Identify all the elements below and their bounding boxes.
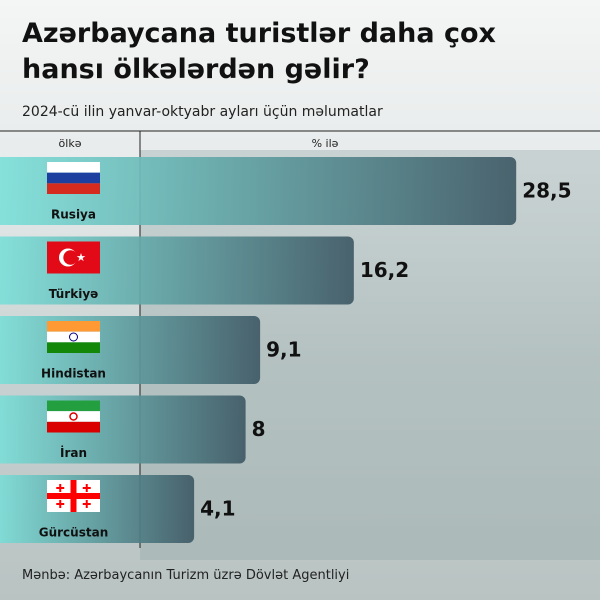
chart-subtitle: 2024-cü ilin yanvar-oktyabr ayları üçün … (22, 104, 383, 120)
flag-small-cross (82, 487, 91, 489)
flag-small-cross (82, 503, 91, 505)
value-label: 28,5 (522, 179, 571, 203)
category-label: Türkiyə (49, 287, 99, 301)
flag (47, 321, 100, 353)
category-label: Rusiya (51, 208, 96, 222)
value-header: % ilə (312, 137, 339, 150)
value-label: 16,2 (360, 258, 409, 282)
bar (0, 157, 517, 225)
source-note: Mənbə: Azərbaycanın Turizm üzrə Dövlət A… (22, 568, 350, 583)
flag-stripe (47, 183, 100, 194)
flag (47, 480, 100, 512)
chart-title: Azərbaycana turistlər daha çox hansı ölk… (22, 18, 496, 85)
bar (0, 395, 246, 464)
flag-stripe (47, 321, 100, 332)
flag-small-cross (56, 487, 65, 489)
flag-stripe (47, 421, 100, 433)
flag-stripe (47, 162, 100, 173)
flag-stripe (47, 342, 100, 353)
flag-stripe (47, 400, 100, 412)
flag (47, 162, 100, 194)
bar (0, 316, 261, 384)
flag-chakra (69, 332, 78, 342)
flag-cross (47, 493, 100, 499)
flag-stripe (47, 331, 100, 343)
category-label: Gürcüstan (39, 526, 109, 540)
flag-stripe (47, 411, 100, 422)
flag (47, 241, 100, 274)
flag-star (76, 253, 86, 262)
category-label: İran (60, 445, 87, 460)
category-header: ölkə (59, 137, 82, 150)
value-label: 8 (252, 417, 266, 441)
flag-crescent-cut (63, 250, 78, 265)
flag-small-cross (56, 503, 65, 505)
value-label: 4,1 (200, 497, 235, 521)
flag-emblem (69, 412, 78, 421)
flag-stripe (47, 172, 100, 184)
value-label: 9,1 (266, 338, 301, 362)
category-label: Hindistan (41, 367, 106, 381)
flag (47, 400, 100, 433)
